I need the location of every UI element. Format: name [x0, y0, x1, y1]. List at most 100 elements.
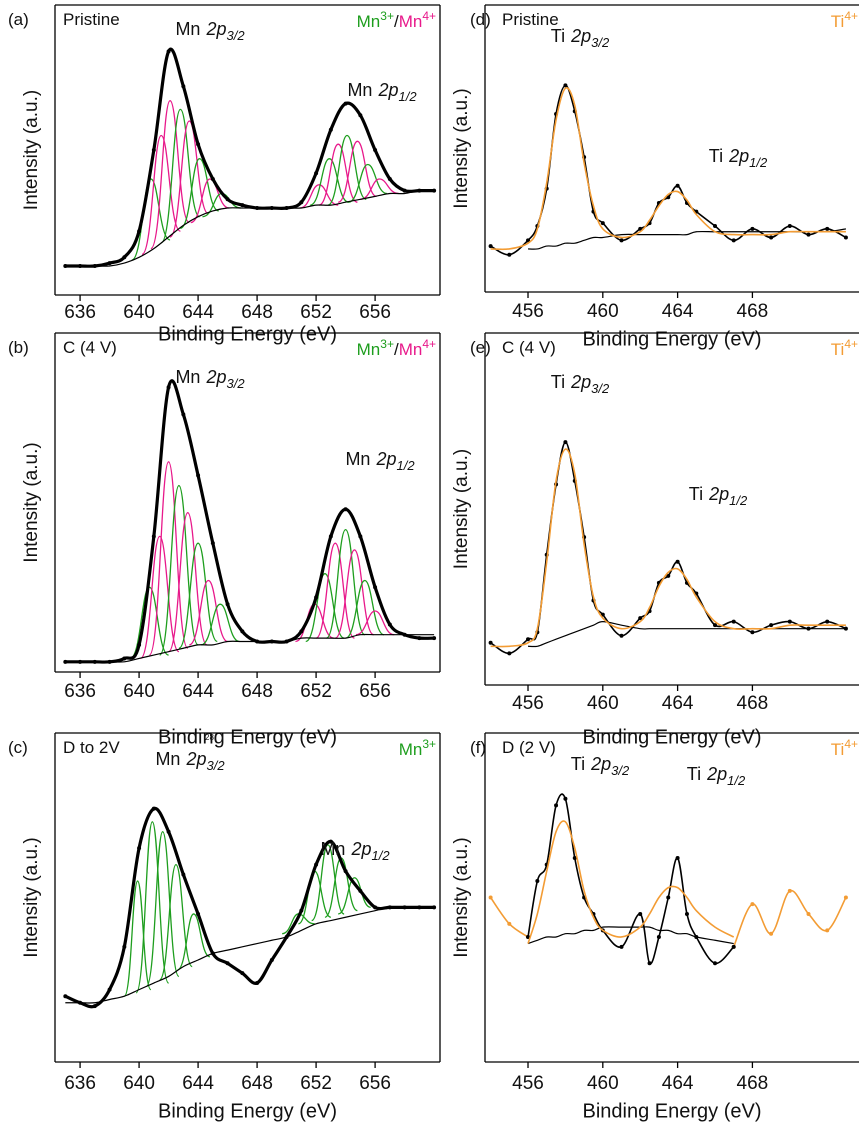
x-tick-label: 468 [737, 1073, 769, 1094]
data-point [507, 921, 512, 926]
data-point [373, 585, 378, 590]
panel-label: (a) [8, 10, 29, 29]
data-point [731, 619, 736, 624]
component-peak [315, 542, 356, 639]
component-peak [334, 549, 374, 639]
data-point [107, 659, 112, 664]
component-peak [345, 579, 385, 639]
state-charge: 4+ [844, 337, 858, 351]
data-point [92, 1004, 97, 1009]
data-point [787, 223, 792, 228]
data-point [638, 226, 643, 231]
data-point [240, 203, 245, 208]
x-tick-label: 652 [300, 302, 332, 323]
data-point [210, 177, 215, 181]
state-charge: 4+ [844, 9, 858, 23]
peak-element: Mn [155, 749, 180, 769]
state-separator: / [394, 340, 399, 359]
peak-element: Ti [551, 372, 565, 392]
state-charge: 4+ [422, 337, 436, 351]
peak-subscript: 3/2 [226, 376, 245, 391]
data-point [507, 252, 512, 257]
state-separator: / [394, 12, 399, 31]
panel-label: (b) [8, 338, 29, 357]
background-line [527, 228, 847, 250]
data-point [432, 905, 437, 910]
peak-label: Mn 2p3/2 [155, 749, 225, 773]
data-point [122, 944, 127, 949]
component-peak [178, 542, 218, 649]
oxidation-states: Ti4+ [831, 737, 858, 759]
data-point [619, 238, 624, 243]
sample-label: Pristine [502, 10, 559, 29]
data-point [417, 905, 422, 910]
data-point [299, 629, 304, 634]
data-point [181, 872, 186, 877]
peak-label: Ti 2p3/2 [571, 754, 630, 778]
data-point [694, 934, 699, 939]
peak-element: Ti [709, 146, 723, 166]
y-axis-label: Intensity (a.u.) [451, 449, 472, 569]
peak-orbital: 2p [706, 764, 727, 784]
x-tick-label: 656 [359, 1073, 391, 1094]
component-peak [180, 158, 220, 229]
data-point [638, 911, 643, 916]
x-tick-label: 644 [182, 1073, 214, 1094]
x-axis-label: Binding Energy (eV) [158, 726, 337, 748]
component-peak [325, 528, 366, 639]
data-point [787, 619, 792, 624]
y-axis-label: Intensity (a.u.) [21, 442, 42, 562]
data-point [417, 636, 422, 641]
data-point [137, 229, 142, 234]
component-peak [202, 192, 241, 218]
component-peak [200, 603, 240, 646]
panel-label: (d) [470, 10, 491, 29]
x-axis-label: Binding Energy (eV) [583, 328, 762, 350]
data-point [225, 602, 230, 607]
data-point [314, 595, 319, 600]
peak-label: Ti 2p3/2 [551, 26, 610, 50]
x-tick-label: 648 [241, 681, 273, 702]
x-tick-label: 456 [512, 693, 544, 714]
data-point [619, 633, 624, 638]
panel: 456 460 464 468 Binding Energy (eV) Intensity… [451, 332, 859, 748]
data-point [240, 629, 245, 634]
data-point [638, 616, 643, 621]
background-line [65, 189, 435, 267]
data-point [769, 235, 774, 240]
data-point [92, 659, 97, 664]
data-point [78, 1000, 83, 1005]
annotation: 28 [205, 733, 214, 742]
data-point [563, 440, 568, 445]
x-axis-label: Binding Energy (eV) [158, 323, 337, 345]
peak-subscript: 1/2 [729, 493, 748, 508]
oxidation-states: Mn3+/Mn4+ [357, 337, 436, 359]
oxidation-states: Ti4+ [831, 337, 858, 359]
data-point [600, 612, 605, 617]
data-point [92, 264, 97, 268]
x-tick-label: 460 [587, 693, 619, 714]
x-tick-label: 460 [587, 1073, 619, 1094]
data-point [255, 981, 260, 986]
spectrum-line [490, 441, 847, 655]
data-point [358, 888, 363, 893]
data-point [488, 895, 493, 900]
data-point [358, 534, 363, 539]
data-point [806, 626, 811, 631]
component-peak [159, 863, 193, 981]
data-point [314, 862, 319, 867]
data-point [373, 905, 378, 910]
component-peak [337, 140, 377, 203]
peak-subscript: 1/2 [396, 458, 415, 473]
data-point [787, 888, 792, 893]
panel-label: (c) [8, 738, 28, 757]
data-point [107, 987, 112, 992]
peak-label: Ti 2p1/2 [709, 146, 768, 170]
peak-label: Mn 2p1/2 [347, 80, 417, 104]
spectrum-line [489, 897, 529, 938]
spectrum-line [490, 84, 847, 256]
data-point [63, 994, 68, 999]
data-point [166, 49, 171, 54]
data-point [825, 619, 830, 624]
